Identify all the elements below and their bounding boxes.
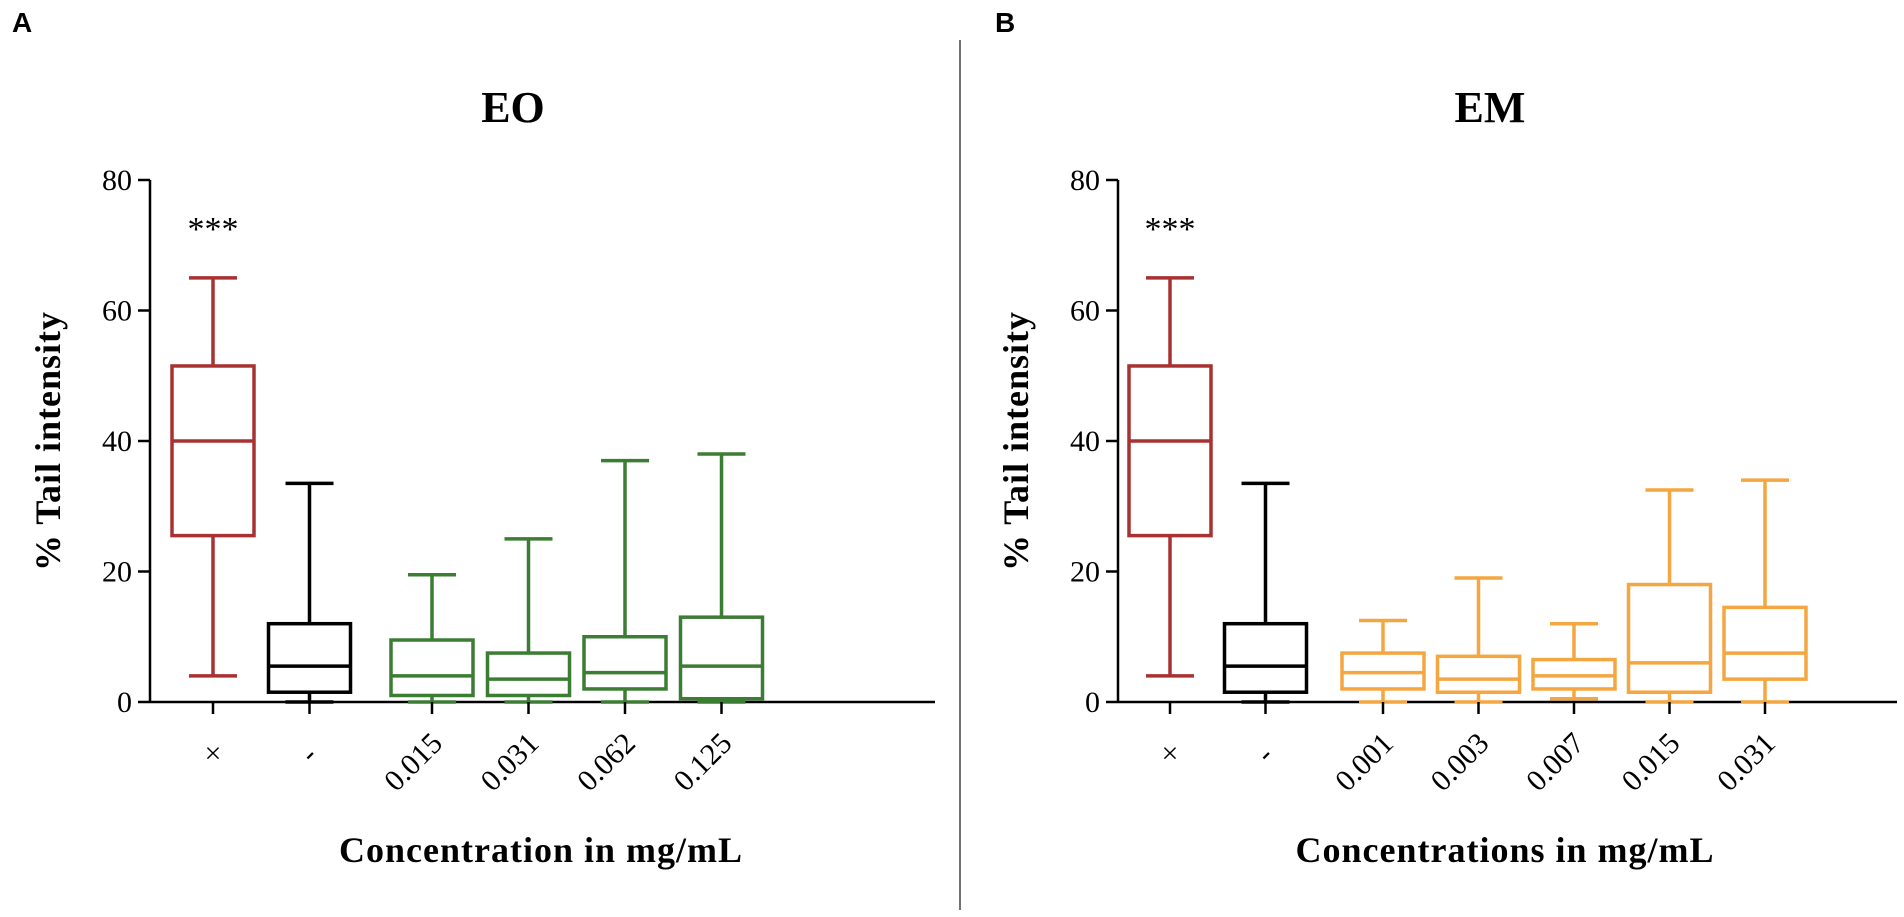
iqr-box	[678, 615, 765, 701]
x-tick-label: 0.007	[1520, 727, 1591, 798]
box-plot-3	[1435, 576, 1522, 704]
x-tick-label: 0.031	[1711, 727, 1782, 798]
y-tick-label: 60	[102, 295, 132, 328]
iqr-box	[582, 635, 668, 691]
x-tick-label: ×	[1162, 737, 1179, 770]
y-tick-label: 60	[1070, 295, 1100, 328]
y-tick-label: 0	[1085, 686, 1100, 719]
box-plot-5	[1626, 488, 1713, 704]
x-tick-label: -	[293, 739, 323, 769]
y-tick-label: 0	[117, 686, 132, 719]
iqr-box	[1626, 582, 1713, 694]
box-plot-2	[389, 573, 475, 704]
box-plot-4	[1531, 621, 1617, 701]
x-tick-label: ×	[205, 737, 222, 770]
iqr-box	[266, 621, 353, 694]
y-tick-label: 80	[102, 164, 132, 197]
iqr-box	[1127, 364, 1213, 538]
panel-a: A EO 0 20 40 60 80 % Tail intensity × *** - 0.015 0.…	[12, 7, 935, 870]
x-axis-label: Concentration in mg/mL	[339, 830, 743, 870]
x-tick-label: 0.015	[1615, 727, 1686, 798]
x-tick-label: 0.125	[667, 727, 738, 798]
y-axis-label: % Tail intensity	[996, 311, 1036, 571]
x-tick-label: 0.001	[1329, 727, 1400, 798]
box-plot-1	[266, 481, 353, 704]
x-tick-label: 0.003	[1424, 727, 1495, 798]
y-tick-label: 40	[102, 425, 132, 458]
box-plot-4	[582, 458, 668, 704]
significance-marker: ***	[188, 211, 239, 248]
box-plot-3	[485, 537, 572, 704]
iqr-box	[170, 364, 256, 538]
panel-letter: A	[12, 7, 32, 38]
box-plot-1	[1222, 481, 1309, 704]
y-tick-label: 20	[1070, 556, 1100, 589]
box-plot-0	[170, 276, 256, 678]
x-tick-label: 0.015	[378, 727, 449, 798]
x-tick-label: -	[1249, 739, 1279, 769]
panel-letter: B	[995, 7, 1015, 38]
iqr-box	[1435, 654, 1522, 694]
iqr-box	[1722, 605, 1808, 681]
panel-b: B EM 0 20 40 60 80 % Tail intensity × *** - 0.001 0.…	[995, 7, 1897, 870]
x-tick-label: 0.031	[474, 727, 545, 798]
x-axis-label: Concentrations in mg/mL	[1296, 830, 1715, 870]
significance-marker: ***	[1145, 211, 1196, 248]
y-tick-label: 80	[1070, 164, 1100, 197]
box-plot-0	[1127, 276, 1213, 678]
iqr-box	[389, 638, 475, 698]
iqr-box	[1222, 621, 1309, 694]
box-plot-5	[678, 452, 765, 704]
chart-title: EM	[1455, 83, 1526, 132]
y-axis-label: % Tail intensity	[28, 311, 68, 571]
x-tick-label: 0.062	[571, 727, 642, 798]
box-plot-2	[1340, 618, 1426, 704]
y-tick-label: 20	[102, 556, 132, 589]
chart-title: EO	[481, 83, 545, 132]
y-tick-label: 40	[1070, 425, 1100, 458]
box-plot-6	[1722, 478, 1808, 704]
iqr-box	[485, 651, 572, 698]
